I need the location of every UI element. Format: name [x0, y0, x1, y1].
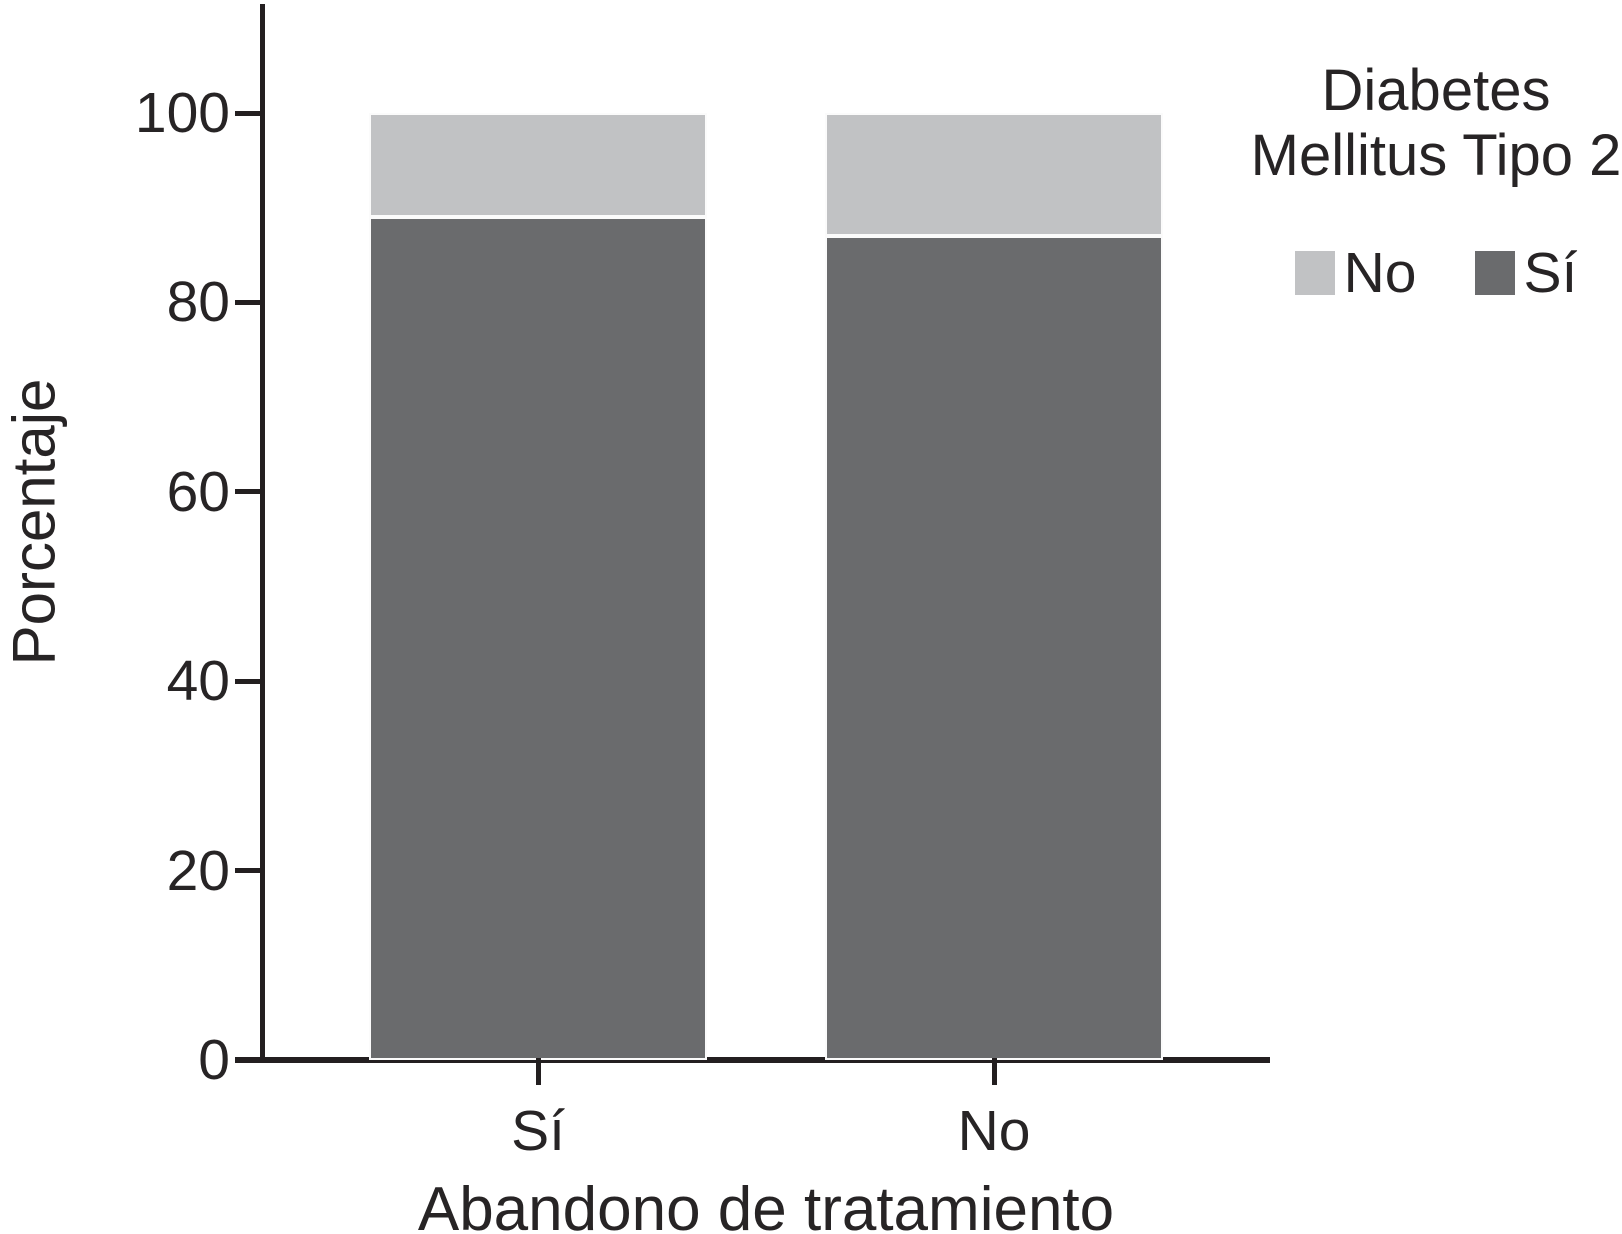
bar-segment-sí: [825, 236, 1163, 1060]
legend-title-line-1: Diabetes: [1321, 58, 1551, 123]
x-axis-title: Abandono de tratamiento: [417, 1175, 1115, 1234]
bar-no: [825, 113, 1163, 1060]
x-tick-label-sí: Sí: [511, 1099, 565, 1163]
bar-segment-no: [369, 113, 707, 218]
legend: Diabetes Mellitus Tipo 2 No Sí: [1250, 58, 1622, 306]
legend-swatch-no: [1294, 251, 1335, 295]
y-tick-label-0: 0: [198, 1028, 230, 1092]
y-tick-20: [235, 868, 262, 874]
y-tick-60: [235, 489, 262, 495]
legend-entry-sí: Sí: [1474, 240, 1578, 306]
y-tick-100: [235, 110, 262, 116]
legend-swatch-sí: [1474, 251, 1515, 295]
y-tick-0: [235, 1057, 262, 1063]
x-tick-no: [991, 1058, 997, 1085]
y-axis-line: [260, 4, 265, 1060]
legend-label-no: No: [1343, 241, 1417, 305]
y-tick-40: [235, 678, 262, 684]
x-tick-label-no: No: [957, 1099, 1031, 1163]
legend-entry-no: No: [1294, 240, 1417, 306]
bar-sí: [369, 113, 707, 1060]
legend-label-sí: Sí: [1523, 241, 1578, 305]
x-tick-sí: [535, 1058, 541, 1085]
y-tick-label-40: 40: [166, 649, 230, 714]
y-tick-label-100: 100: [134, 81, 230, 145]
x-axis-line: [235, 1057, 1270, 1063]
bar-segment-no: [825, 113, 1163, 237]
plot-area: [262, 113, 1270, 1060]
legend-title-line-2: Mellitus Tipo 2: [1250, 123, 1622, 188]
legend-title: Diabetes Mellitus Tipo 2: [1250, 58, 1622, 188]
y-tick-80: [235, 299, 262, 305]
y-tick-label-60: 60: [166, 459, 230, 524]
legend-entries: No Sí: [1250, 240, 1622, 306]
bar-segment-sí: [369, 217, 707, 1060]
y-tick-label-20: 20: [166, 838, 230, 903]
y-tick-label-80: 80: [166, 270, 230, 335]
